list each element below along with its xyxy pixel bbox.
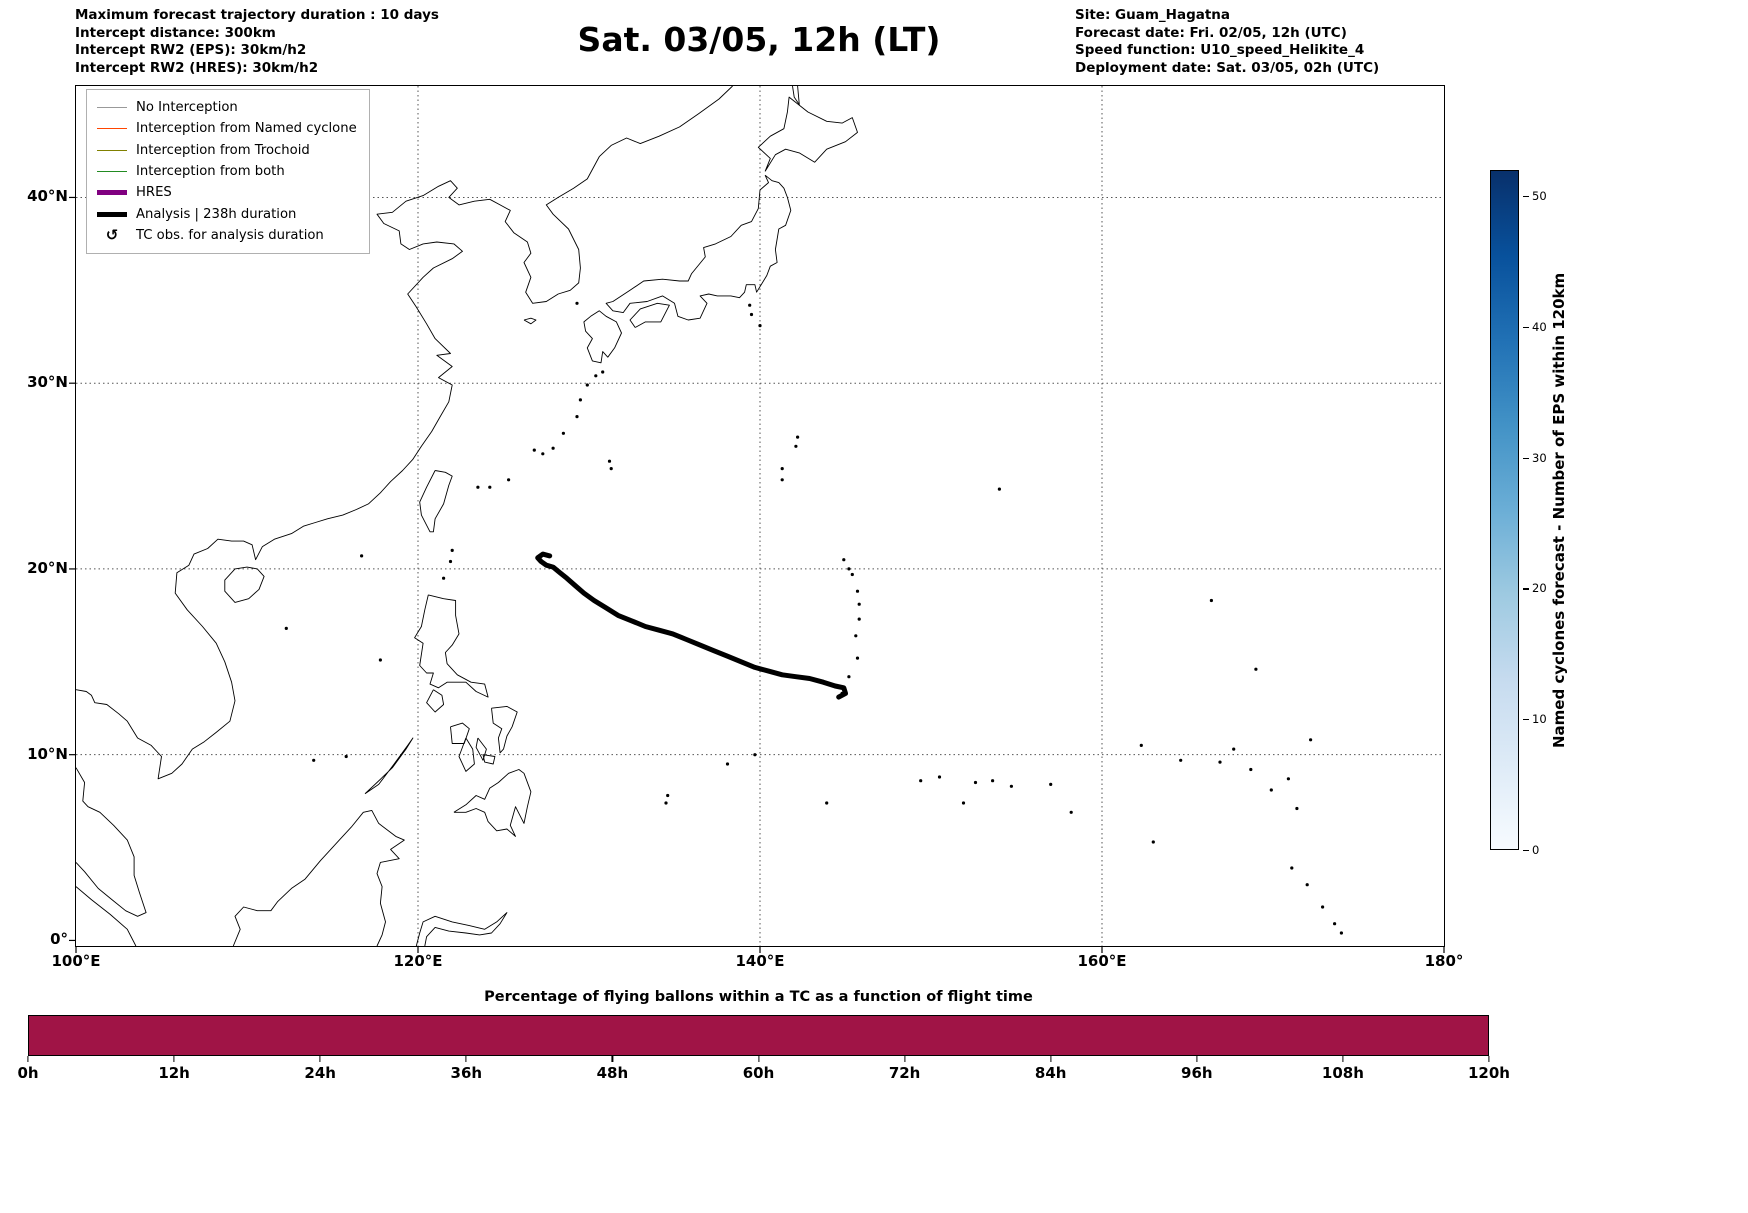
map-gridlines [76, 86, 1444, 946]
bottom-chart-tickmark [1196, 1056, 1198, 1062]
x-axis-tick-label: 180° [1424, 952, 1464, 970]
legend-label: TC obs. for analysis duration [136, 227, 324, 243]
header-deployment-date: Deployment date: Sat. 03/05, 02h (UTC) [1075, 59, 1380, 76]
bottom-chart-tick-label: 96h [1181, 1064, 1213, 1082]
map-plot: No Interception Interception from Named … [27, 85, 1463, 970]
x-axis-tick-label: 120°E [393, 952, 443, 970]
colorbar-ticks: 0 10 20 30 40 50 [1522, 170, 1563, 857]
colorbar-tick-label: 10 [1523, 712, 1547, 727]
legend-label: Interception from Named cyclone [136, 121, 357, 137]
legend-line-swatch [97, 149, 127, 151]
bottom-chart-tickmark [319, 1056, 321, 1062]
x-axis-tick-label: 100°E [51, 952, 101, 970]
header-intercept-rw2-eps: Intercept RW2 (EPS): 30km/h2 [75, 42, 307, 58]
legend-item-hres: HRES [97, 182, 357, 203]
bottom-chart-tickmark [904, 1056, 906, 1062]
header-right-block: Site: Guam_Hagatna Forecast date: Fri. 0… [1075, 7, 1379, 77]
legend-line-swatch [97, 128, 127, 130]
legend-label: Analysis | 238h duration [136, 206, 297, 222]
legend-item-both: Interception from both [97, 161, 357, 182]
y-axis-tick-label: 0° [50, 930, 68, 949]
axis-tickmarks [69, 196, 1445, 953]
bottom-chart-tickmark [173, 1056, 175, 1062]
legend-item-trochoid: Interception from Trochoid [97, 140, 357, 161]
x-axis-tick-label: 140°E [735, 952, 785, 970]
legend-line-swatch [97, 171, 127, 173]
bottom-chart-tickmark [1342, 1056, 1344, 1062]
analysis-track [535, 551, 848, 700]
legend-label: No Interception [136, 100, 238, 116]
legend-line-swatch [97, 190, 127, 196]
bottom-chart-title: Percentage of flying ballons within a TC… [484, 989, 1033, 1005]
x-axis-tick-label: 160°E [1077, 952, 1127, 970]
bottom-chart-tickmark [1050, 1056, 1052, 1062]
bottom-chart-tick-label: 12h [158, 1064, 190, 1082]
legend-item-no-interception: No Interception [97, 97, 357, 118]
colorbar-tick-label: 40 [1523, 319, 1547, 334]
y-axis-tick-label: 40°N [27, 187, 68, 206]
legend-label: Interception from both [136, 164, 285, 180]
map-legend: No Interception Interception from Named … [86, 89, 370, 255]
header-site: Site: Guam_Hagatna [1075, 7, 1231, 23]
page-title: Sat. 03/05, 12h (LT) [577, 20, 941, 59]
header-forecast-date: Forecast date: Fri. 02/05, 12h (UTC) [1075, 24, 1347, 41]
bottom-chart-tick-label: 84h [1034, 1064, 1067, 1082]
tc-obs-icon: ↺ [105, 225, 119, 244]
bottom-chart-tick-label: 60h [742, 1064, 775, 1082]
y-axis-tick-label: 20°N [27, 558, 68, 577]
header-speed-function: Speed function: U10_speed_Helikite_4 [1075, 42, 1365, 58]
header-max-duration: Maximum forecast trajectory duration : 1… [75, 7, 439, 23]
bottom-chart-tick-label: 48h [596, 1064, 629, 1082]
legend-item-named-cyclone: Interception from Named cyclone [97, 118, 357, 139]
colorbar [1490, 170, 1519, 850]
bottom-chart-tick-label: 0h [17, 1064, 39, 1082]
bottom-chart-tickmark [757, 1056, 760, 1062]
bottom-chart-tick-label: 120h [1468, 1064, 1510, 1082]
y-axis-tick-label: 10°N [27, 744, 68, 763]
legend-line-swatch [97, 107, 127, 109]
bottom-chart-tickmark [1488, 1056, 1490, 1062]
y-axis-tick-label: 30°N [27, 373, 68, 392]
legend-line-swatch [97, 211, 127, 217]
bottom-chart-tickmark [27, 1056, 29, 1062]
bottom-chart-tick-label: 108h [1321, 1064, 1364, 1082]
bottom-chart-tick-label: 36h [450, 1064, 483, 1082]
legend-item-analysis: Analysis | 238h duration [97, 203, 357, 224]
bottom-chart-tick-label: 24h [304, 1064, 336, 1082]
legend-label: Interception from Trochoid [136, 142, 310, 158]
bottom-chart-tickmark [465, 1056, 467, 1062]
island-dots [284, 301, 1343, 935]
legend-label: HRES [136, 185, 172, 201]
header-intercept-rw2-hres: Intercept RW2 (HRES): 30km/h2 [75, 59, 319, 76]
colorbar-tick-label: 30 [1523, 450, 1547, 465]
colorbar-label: Named cyclones forecast - Number of EPS … [1550, 272, 1568, 748]
map-canvas [69, 85, 1445, 953]
colorbar-tick-label: 0 [1522, 843, 1540, 857]
bottom-chart-bar [28, 1015, 1489, 1056]
header-left-block: Maximum forecast trajectory duration : 1… [75, 7, 439, 77]
bottom-chart-tick-label: 72h [888, 1064, 921, 1082]
header-intercept-distance: Intercept distance: 300km [75, 24, 276, 41]
legend-item-tc-obs: ↺ TC obs. for analysis duration [97, 225, 357, 246]
bottom-chart-axis: 0h 12h 24h 36h 48h 60h 72h 84h 96h 108h … [17, 1056, 1510, 1084]
colorbar-tick-label: 20 [1523, 581, 1547, 596]
bottom-chart-tickmark [611, 1056, 613, 1062]
coastlines [75, 85, 858, 947]
colorbar-tick-label: 50 [1523, 189, 1547, 204]
